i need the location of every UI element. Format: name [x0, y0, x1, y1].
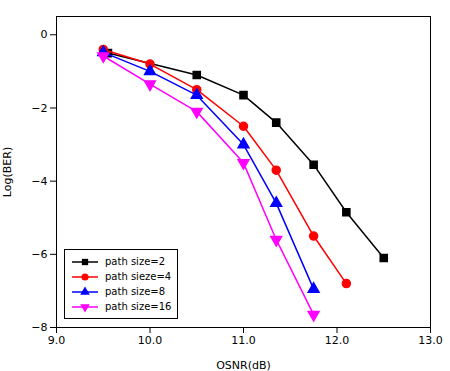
html-text:path size=2: path size=2 [105, 256, 165, 267]
svg-text:−6: −6 [31, 248, 47, 261]
svg-text:−2: −2 [31, 101, 47, 114]
svg-text:9.0: 9.0 [48, 334, 66, 347]
svg-text:13.0: 13.0 [418, 334, 443, 347]
html-text:path size=8: path size=8 [105, 286, 165, 297]
html-text:path sieze=4: path sieze=4 [105, 271, 172, 282]
svg-text:OSNR(dB): OSNR(dB) [216, 359, 271, 371]
svg-text:10.0: 10.0 [138, 334, 163, 347]
svg-text:−8: −8 [31, 321, 47, 334]
svg-text:0: 0 [41, 28, 48, 41]
svg-text:Log(BER): Log(BER) [1, 147, 14, 197]
svg-text:−4: −4 [31, 175, 47, 188]
html-text:path size=16: path size=16 [105, 301, 172, 312]
svg-text:11.0: 11.0 [231, 334, 256, 347]
svg-text:12.0: 12.0 [325, 334, 350, 347]
